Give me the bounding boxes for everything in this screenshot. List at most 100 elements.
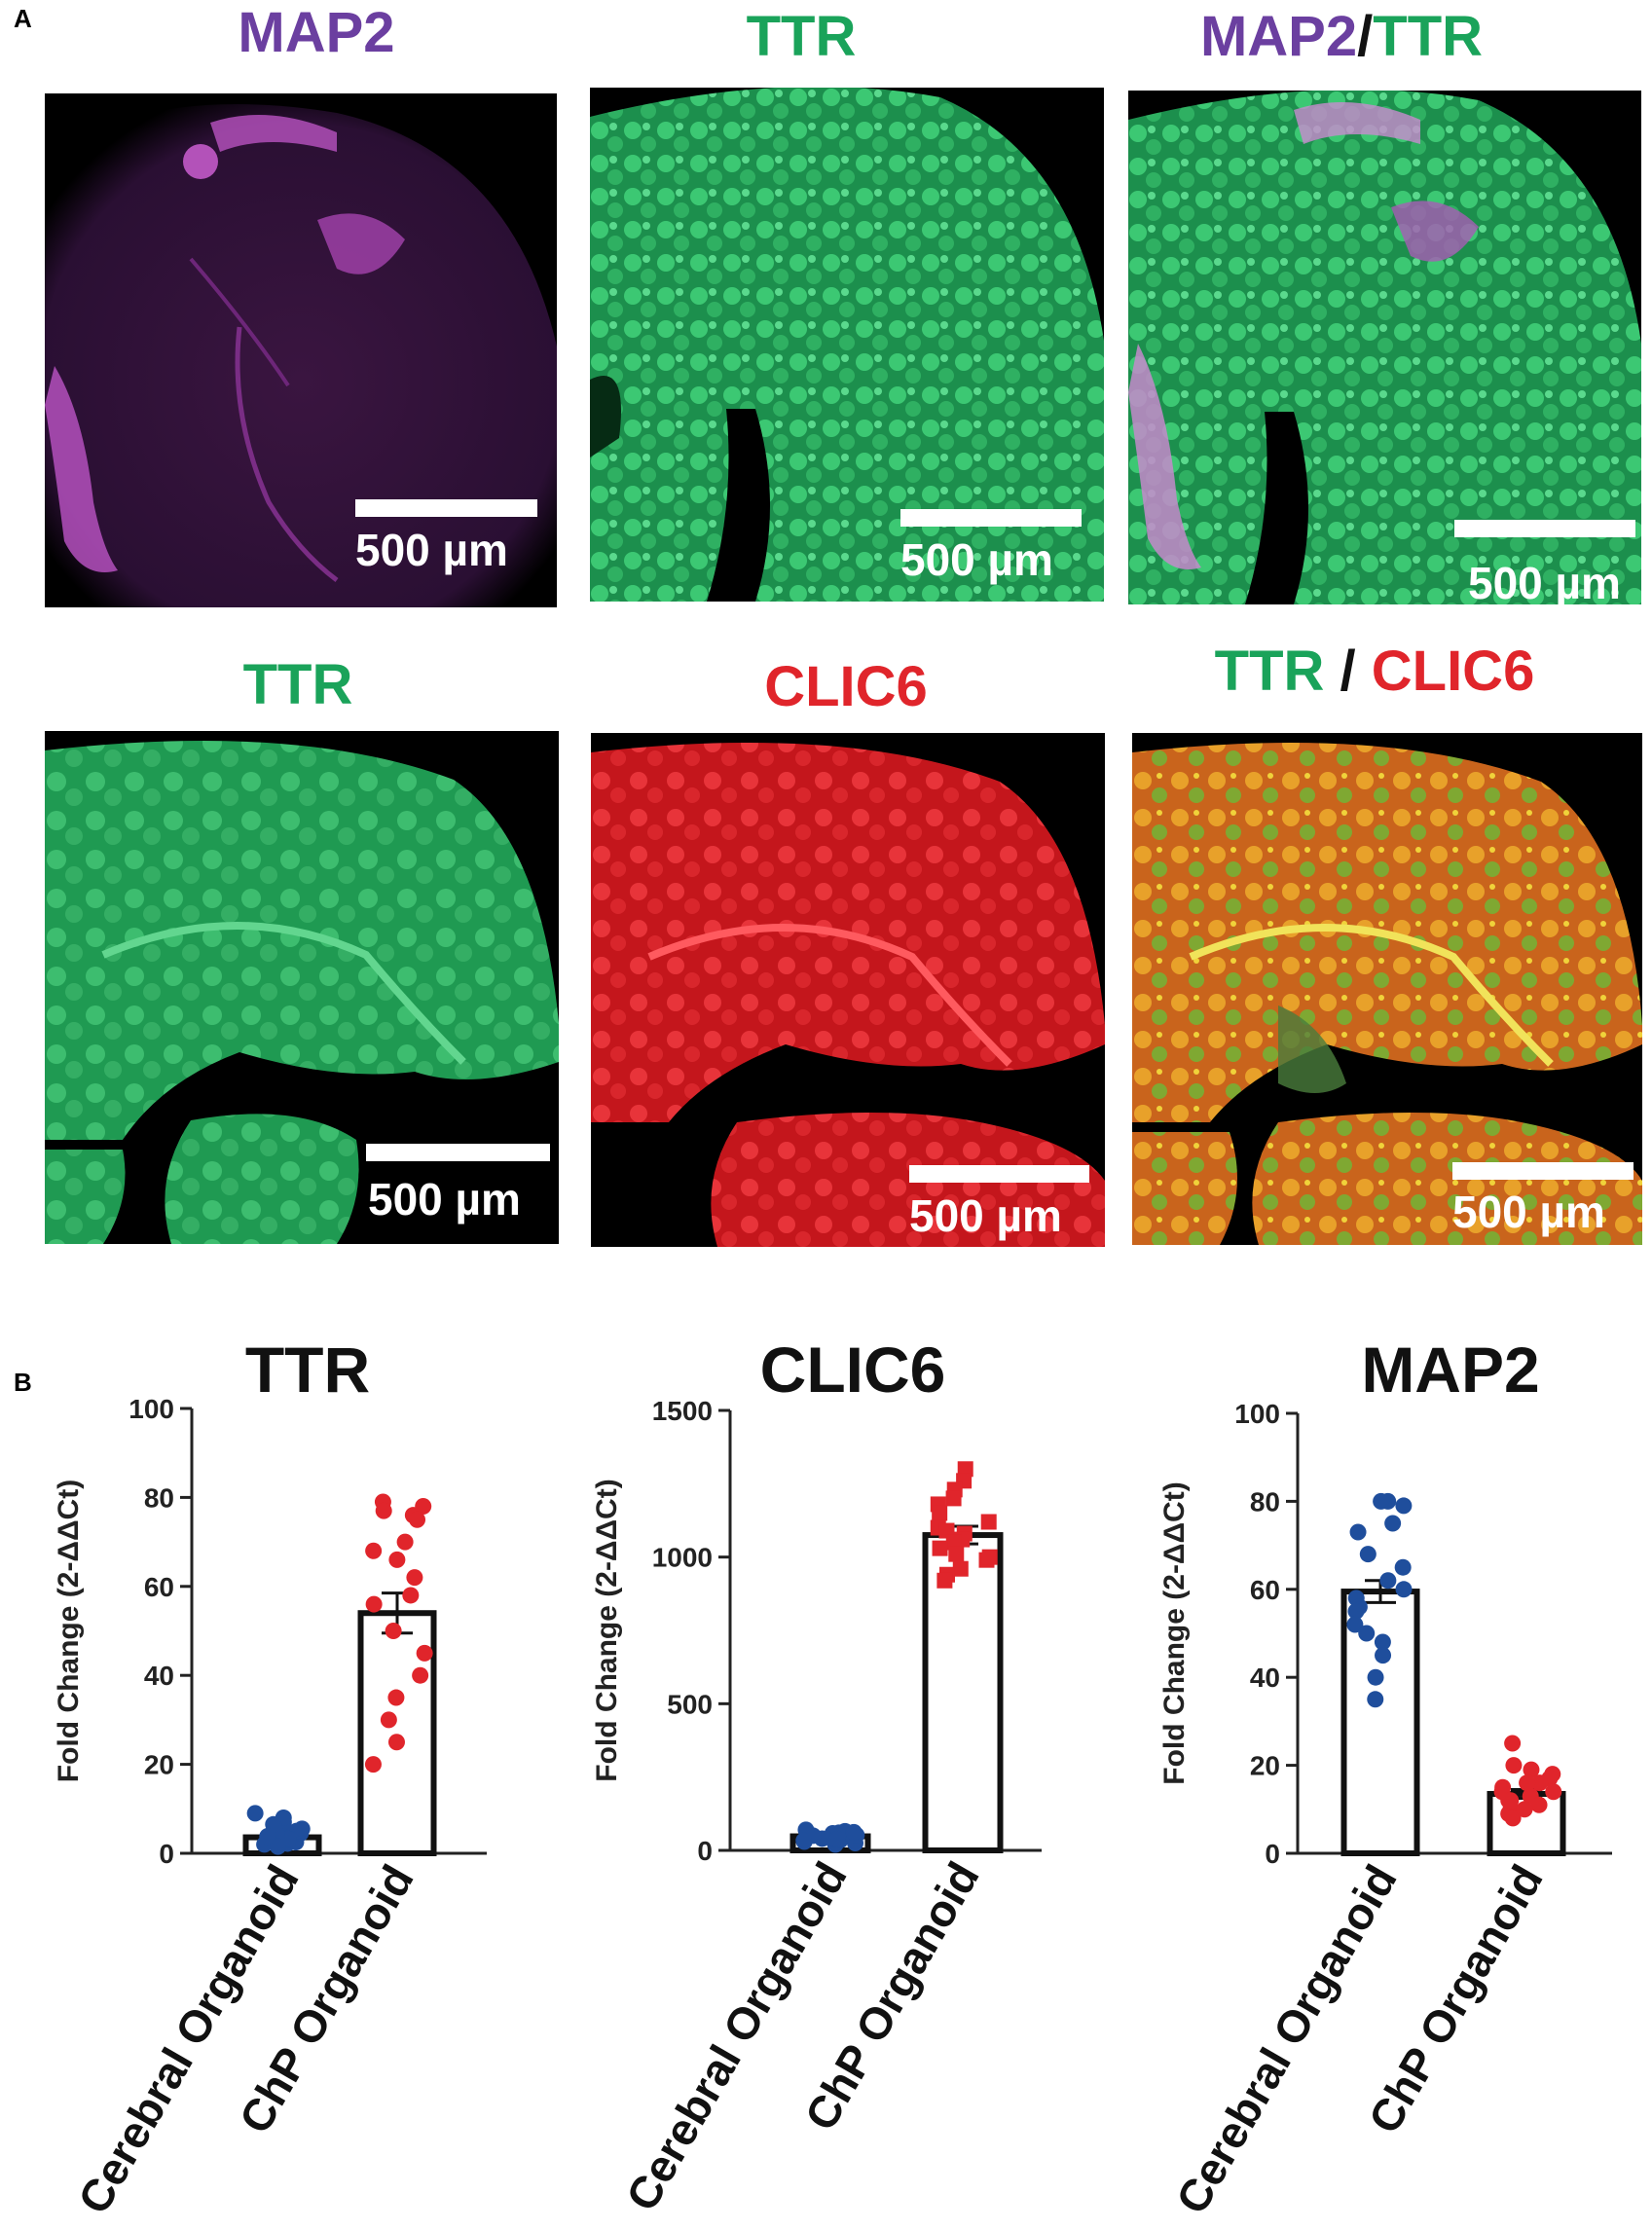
micrograph-ttr-row2: [45, 731, 559, 1244]
data-point: [952, 1560, 969, 1577]
data-point: [845, 1823, 863, 1841]
y-axis-label: Fold Change (2-ΔΔCt): [591, 1479, 623, 1781]
data-point: [1367, 1691, 1384, 1708]
micrograph-title-ttr: TTR: [746, 5, 857, 68]
data-point: [365, 1542, 383, 1559]
merge-title-separator: /: [1324, 640, 1372, 703]
data-point: [1504, 1735, 1522, 1752]
data-point: [364, 1756, 382, 1773]
data-point: [795, 1832, 813, 1849]
data-point: [981, 1549, 998, 1565]
data-point: [957, 1461, 973, 1478]
merge-title-ttr: TTR: [1373, 5, 1484, 68]
panel-a-label: A: [14, 4, 32, 33]
data-point: [1523, 1761, 1540, 1778]
data-point: [938, 1522, 955, 1539]
scale-label: 500 µm: [1468, 558, 1621, 608]
data-point: [269, 1838, 286, 1855]
scale-bar: [355, 499, 537, 517]
micrograph-title-merge-row1: MAP2/TTR: [1200, 4, 1483, 69]
merge-title-clic6: CLIC6: [1371, 640, 1535, 703]
data-point: [412, 1666, 429, 1684]
y-tick-label: 0: [159, 1839, 174, 1869]
data-point: [1395, 1497, 1413, 1515]
y-tick-label: 0: [697, 1836, 713, 1866]
scale-bar: [900, 509, 1082, 527]
category-label: Cerebral Organoid: [1166, 1856, 1407, 2222]
merge-title-separator: /: [1357, 5, 1374, 68]
y-tick-label: 80: [144, 1482, 174, 1513]
y-tick-label: 40: [144, 1661, 174, 1691]
micrograph-ttr: [590, 88, 1104, 602]
data-point: [936, 1572, 953, 1589]
panel-b-label: B: [14, 1368, 32, 1397]
y-axis-label: Fold Change (2-ΔΔCt): [53, 1480, 85, 1782]
y-tick-label: 60: [144, 1572, 174, 1602]
data-point: [293, 1820, 311, 1838]
chart-title: TTR: [245, 1343, 370, 1406]
data-point: [387, 1689, 405, 1706]
scale-label: 500 µm: [368, 1174, 521, 1225]
data-point: [1394, 1558, 1412, 1576]
data-point: [1373, 1492, 1390, 1510]
data-point: [402, 1587, 420, 1604]
data-point: [1530, 1796, 1548, 1813]
y-axis-label: Fold Change (2-ΔΔCt): [1158, 1481, 1191, 1784]
chart-title: MAP2: [1361, 1343, 1539, 1406]
data-point: [1346, 1616, 1364, 1633]
data-point: [396, 1533, 414, 1551]
micrograph-title-clic6: CLIC6: [764, 655, 928, 718]
y-tick-label: 100: [1234, 1399, 1280, 1429]
data-point: [1395, 1581, 1413, 1598]
scale-bar: [1454, 520, 1635, 537]
data-point: [980, 1514, 997, 1530]
y-tick-label: 60: [1250, 1575, 1280, 1605]
scale-label: 500 µm: [900, 534, 1053, 585]
micrograph-map2-ttr-merge: [1128, 91, 1641, 604]
micrograph-title-ttr-row2: TTR: [242, 653, 353, 716]
bar-charts: TTR 0 20 40 60 80 100 Fold Change (2-ΔΔCt) Cereb…: [53, 1343, 1612, 2222]
data-point: [1505, 1757, 1523, 1774]
data-point: [387, 1734, 405, 1751]
micrograph-map2: [45, 93, 557, 607]
data-point: [948, 1546, 965, 1562]
data-point: [932, 1540, 948, 1556]
data-point: [1349, 1523, 1367, 1541]
data-point: [828, 1831, 846, 1848]
data-point: [1379, 1572, 1397, 1590]
data-point: [385, 1623, 402, 1639]
scale-label: 500 µm: [909, 1190, 1062, 1241]
data-point: [945, 1490, 962, 1507]
micrograph-ttr-clic6-merge: [1132, 733, 1642, 1245]
data-point: [375, 1502, 392, 1519]
data-point: [1347, 1602, 1365, 1620]
micrograph-title-map2: MAP2: [238, 1, 395, 64]
bar: [922, 1532, 1004, 1853]
y-tick-label: 40: [1250, 1663, 1280, 1693]
data-point: [406, 1569, 423, 1587]
y-tick-label: 1500: [652, 1396, 713, 1426]
y-tick-label: 0: [1265, 1839, 1280, 1869]
data-point: [1502, 1792, 1520, 1810]
data-point: [409, 1511, 426, 1528]
data-point: [945, 1534, 962, 1551]
category-label: Cerebral Organoid: [68, 1856, 309, 2222]
y-tick-label: 20: [144, 1750, 174, 1780]
scale-bar: [909, 1165, 1089, 1183]
y-tick-label: 500: [667, 1689, 713, 1719]
category-label: Cerebral Organoid: [616, 1853, 857, 2219]
data-point: [1374, 1633, 1391, 1651]
data-point: [1384, 1515, 1402, 1532]
chart-title: CLIC6: [760, 1343, 946, 1406]
data-point: [1375, 1647, 1392, 1664]
data-point: [1504, 1810, 1522, 1827]
data-point: [259, 1828, 276, 1846]
scale-label: 500 µm: [355, 525, 508, 575]
data-point: [380, 1711, 397, 1729]
data-point: [416, 1644, 433, 1662]
y-tick-label: 20: [1250, 1751, 1280, 1781]
data-point: [388, 1551, 406, 1568]
data-point: [1519, 1774, 1536, 1792]
merge-title-ttr: TTR: [1214, 640, 1325, 703]
data-point: [1358, 1625, 1376, 1642]
